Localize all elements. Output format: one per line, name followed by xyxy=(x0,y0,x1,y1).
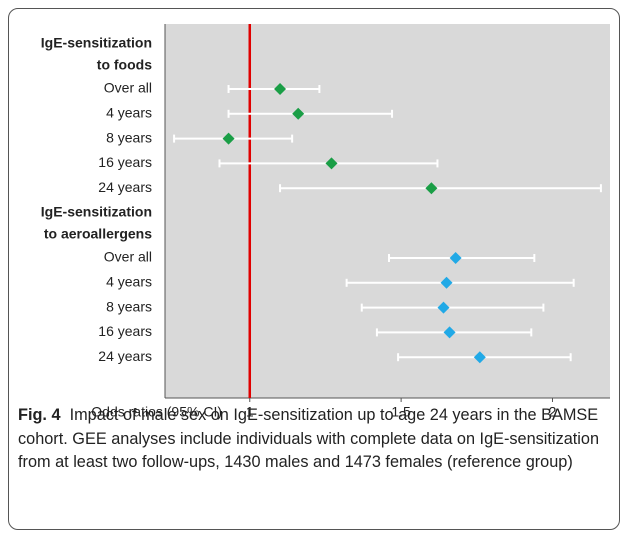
x-tick-label: 1 xyxy=(246,404,254,420)
group-label: to foods xyxy=(97,57,152,73)
x-axis-label: Odds ratios (95% CI) xyxy=(91,404,222,420)
caption-label: Fig. 4 xyxy=(18,406,61,424)
plot-background xyxy=(165,24,610,398)
x-tick-label: 2 xyxy=(549,404,557,420)
category-label: 24 years xyxy=(98,348,152,364)
category-label: 16 years xyxy=(98,154,152,170)
estimate-point xyxy=(473,351,486,364)
estimate-point xyxy=(222,132,235,145)
caption: Fig. 4 Impact of male sex on IgE-sensiti… xyxy=(18,404,618,475)
group-label: IgE-sensitization xyxy=(41,35,152,51)
category-label: 16 years xyxy=(98,323,152,339)
group-label: IgE-sensitization xyxy=(41,204,152,220)
category-label: Over all xyxy=(104,249,152,265)
category-label: 8 years xyxy=(106,129,152,145)
category-label: 4 years xyxy=(106,274,152,290)
figure-frame xyxy=(8,8,620,530)
category-label: 4 years xyxy=(106,105,152,121)
estimate-point xyxy=(325,157,338,170)
estimate-point xyxy=(274,83,287,95)
category-label: 8 years xyxy=(106,298,152,314)
category-label: Over all xyxy=(104,80,152,96)
estimate-point xyxy=(440,276,453,289)
estimate-point xyxy=(425,182,438,195)
estimate-point xyxy=(437,301,450,314)
caption-text: Impact of male sex on IgE-sensitization … xyxy=(18,406,600,471)
category-label: 24 years xyxy=(98,179,152,195)
estimate-point xyxy=(449,252,462,264)
x-tick-label: 1.5 xyxy=(391,404,411,420)
estimate-point xyxy=(443,326,456,339)
estimate-point xyxy=(292,107,305,120)
group-label: to aeroallergens xyxy=(44,226,152,242)
